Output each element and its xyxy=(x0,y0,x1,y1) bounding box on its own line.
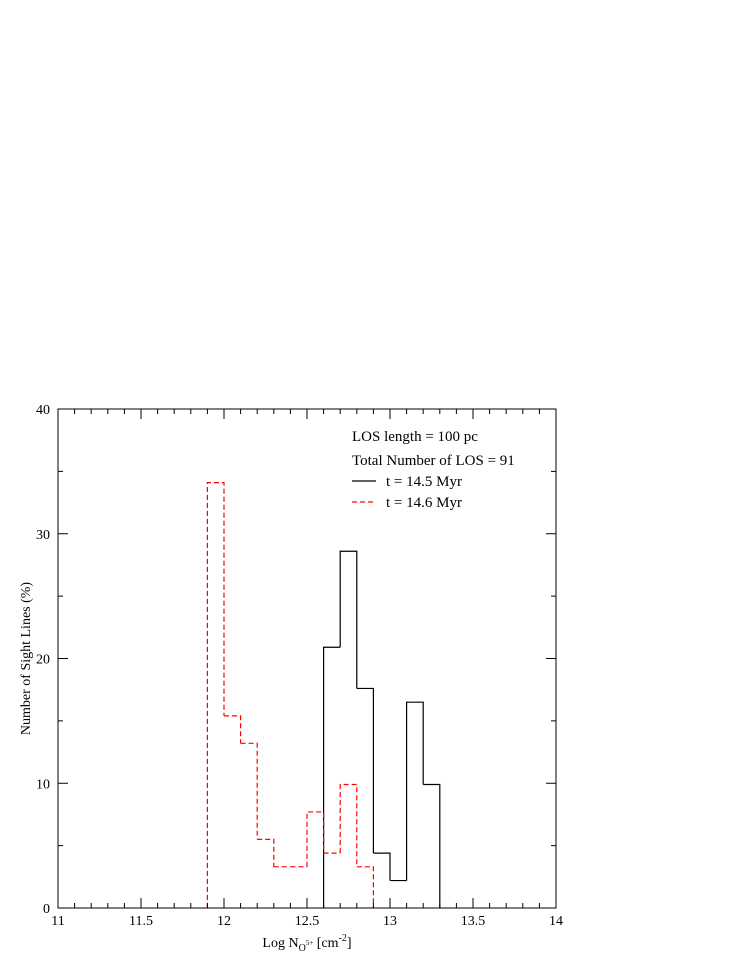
x-tick-label: 11.5 xyxy=(129,914,153,929)
legend: LOS length = 100 pc Total Number of LOS … xyxy=(352,429,515,511)
histogram-bar-series-1-bin-2 xyxy=(356,687,374,854)
x-tick-label: 14 xyxy=(549,914,563,929)
annotation-total-los: Total Number of LOS = 91 xyxy=(352,453,515,469)
annotation-los-length: LOS length = 100 pc xyxy=(352,429,478,445)
histogram-bar-series-1-bin-3 xyxy=(373,852,391,881)
histogram-bar-series-1-bin-5 xyxy=(406,701,424,881)
legend-label-series-1: t = 14.5 Myr xyxy=(386,474,462,490)
x-axis-label: Log NO5+ [cm-2] xyxy=(262,933,351,954)
x-tick-label: 13.5 xyxy=(461,914,486,929)
histogram-bar-series-2-bin-6 xyxy=(306,811,325,867)
histogram-bar-series-2-bin-1 xyxy=(224,715,242,744)
histogram-bar-series-1-bin-6 xyxy=(423,783,441,908)
x-tick-label: 13 xyxy=(383,914,397,929)
x-tick-label: 12 xyxy=(217,914,231,929)
legend-label-series-2: t = 14.6 Myr xyxy=(386,495,462,511)
tick-layer: 11 11.5 12 12.5 13 13.5 14 0 10 20 30 40 xyxy=(36,403,563,929)
histogram-bar-series-2-bin-0 xyxy=(206,482,225,908)
histogram-bar-series-2-bin-2 xyxy=(240,742,258,840)
histogram-bar-series-1-bin-0 xyxy=(323,646,341,908)
histogram-bar-series-2-bin-8 xyxy=(339,783,358,867)
histogram-bar-series-2-bin-9 xyxy=(356,866,374,908)
y-tick-label: 40 xyxy=(36,403,50,418)
histogram-bar-series-2-bin-3 xyxy=(257,838,275,867)
y-tick-label: 0 xyxy=(43,902,50,917)
y-axis-label: Number of Sight Lines (%) xyxy=(19,582,34,736)
y-tick-label: 20 xyxy=(36,653,50,668)
y-tick-label: 30 xyxy=(36,528,50,543)
y-tick-label: 10 xyxy=(36,777,50,792)
histogram-bar-series-1-bin-1 xyxy=(339,550,358,689)
x-tick-label: 12.5 xyxy=(295,914,320,929)
series-layer xyxy=(206,482,441,908)
x-tick-label: 11 xyxy=(51,914,64,929)
